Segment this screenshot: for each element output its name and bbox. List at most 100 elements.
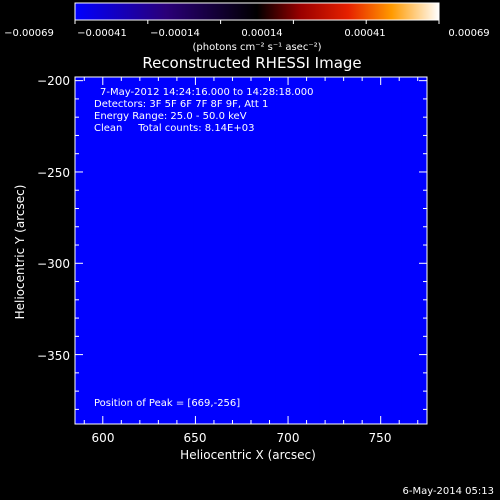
heatmap-cell bbox=[230, 139, 239, 147]
heatmap-cell bbox=[275, 219, 283, 228]
heatmap-cell bbox=[267, 285, 276, 293]
heatmap-cell bbox=[319, 307, 328, 315]
heatmap-cell bbox=[304, 80, 313, 89]
heatmap-cell bbox=[393, 234, 402, 242]
heatmap-cell bbox=[260, 102, 269, 111]
heatmap-cell bbox=[304, 358, 313, 366]
heatmap-cell bbox=[215, 219, 224, 228]
heatmap-cell bbox=[97, 372, 106, 381]
heatmap-cell bbox=[126, 117, 135, 125]
heatmap-cell bbox=[356, 175, 365, 184]
heatmap-cell bbox=[415, 343, 424, 352]
heatmap-cell bbox=[356, 190, 365, 198]
heatmap-cell bbox=[112, 109, 120, 118]
heatmap-cell bbox=[297, 409, 306, 418]
heatmap-cell bbox=[386, 380, 395, 388]
heatmap-cell bbox=[267, 365, 276, 374]
heatmap-cell bbox=[408, 87, 417, 96]
heatmap-cell bbox=[334, 248, 343, 257]
heatmap-cell bbox=[282, 212, 291, 220]
heatmap-cell bbox=[393, 263, 402, 271]
heatmap-cell bbox=[223, 270, 232, 279]
heatmap-cell bbox=[200, 212, 209, 220]
heatmap-cell bbox=[119, 175, 128, 184]
heatmap-cell bbox=[415, 263, 424, 271]
heatmap-cell bbox=[326, 146, 335, 155]
heatmap-cell bbox=[126, 219, 135, 228]
heatmap-cell bbox=[386, 402, 395, 410]
heatmap-cell bbox=[230, 204, 239, 213]
heatmap-cell bbox=[326, 299, 335, 308]
heatmap-cell bbox=[267, 131, 276, 140]
heatmap-cell bbox=[134, 204, 143, 213]
heatmap-cell bbox=[386, 409, 395, 418]
heatmap-cell bbox=[134, 234, 143, 242]
heatmap-cell bbox=[275, 117, 283, 125]
heatmap-cell bbox=[193, 277, 202, 286]
annotation-clean-counts: Clean Total counts: 8.14E+03 bbox=[94, 123, 254, 134]
heatmap-cell bbox=[326, 241, 335, 250]
heatmap-cell bbox=[356, 131, 365, 140]
heatmap-cell bbox=[393, 343, 402, 352]
heatmap-cell bbox=[75, 299, 83, 308]
heatmap-cell bbox=[267, 394, 276, 403]
heatmap-cell bbox=[423, 402, 427, 410]
heatmap-cell bbox=[415, 131, 424, 140]
heatmap-cell bbox=[356, 80, 365, 89]
heatmap-cell bbox=[289, 102, 298, 111]
heatmap-cell bbox=[349, 343, 357, 352]
heatmap-cell bbox=[126, 146, 135, 155]
heatmap-cell bbox=[215, 77, 224, 82]
x-tick-label: 700 bbox=[277, 431, 300, 445]
heatmap-cell bbox=[275, 168, 283, 177]
heatmap-cell bbox=[371, 109, 380, 118]
heatmap-cell bbox=[371, 285, 380, 293]
heatmap-cell bbox=[75, 197, 83, 206]
heatmap-cell bbox=[97, 277, 106, 286]
heatmap-cell bbox=[82, 87, 91, 96]
heatmap-cell bbox=[326, 182, 335, 191]
heatmap-cell bbox=[186, 124, 194, 133]
heatmap-cell bbox=[319, 109, 328, 118]
heatmap-cell bbox=[89, 343, 98, 352]
heatmap-cell bbox=[200, 131, 209, 140]
heatmap-cell bbox=[378, 263, 387, 271]
heatmap-cell bbox=[156, 387, 165, 396]
heatmap-cell bbox=[112, 95, 120, 103]
heatmap-cell bbox=[75, 336, 83, 345]
heatmap-cell bbox=[371, 124, 380, 133]
heatmap-cell bbox=[267, 87, 276, 96]
heatmap-cell bbox=[371, 204, 380, 213]
heatmap-cell bbox=[252, 409, 261, 418]
heatmap-cell bbox=[163, 321, 172, 330]
heatmap-cell bbox=[378, 219, 387, 228]
heatmap-cell bbox=[267, 190, 276, 198]
heatmap-cell bbox=[326, 307, 335, 315]
heatmap-cell bbox=[89, 255, 98, 264]
heatmap-cell bbox=[356, 336, 365, 345]
heatmap-cell bbox=[186, 241, 194, 250]
heatmap-cell bbox=[97, 146, 106, 155]
heatmap-cell bbox=[112, 117, 120, 125]
heatmap-cell bbox=[386, 292, 395, 301]
heatmap-cell bbox=[297, 161, 306, 169]
heatmap-cell bbox=[75, 263, 83, 271]
heatmap-cell bbox=[297, 292, 306, 301]
heatmap-cell bbox=[282, 95, 291, 103]
heatmap-cell bbox=[245, 182, 254, 191]
heatmap-cell bbox=[141, 387, 150, 396]
heatmap-cell bbox=[334, 117, 343, 125]
heatmap-cell bbox=[267, 204, 276, 213]
heatmap-cell bbox=[326, 219, 335, 228]
heatmap-cell bbox=[275, 204, 283, 213]
heatmap-cell bbox=[356, 219, 365, 228]
heatmap-cell bbox=[230, 168, 239, 177]
heatmap-cell bbox=[193, 365, 202, 374]
heatmap-cell bbox=[393, 248, 402, 257]
heatmap-cell bbox=[275, 387, 283, 396]
heatmap-cell bbox=[141, 263, 150, 271]
heatmap-cell bbox=[178, 307, 187, 315]
heatmap-cell bbox=[163, 255, 172, 264]
heatmap-cell bbox=[312, 146, 320, 155]
heatmap-cell bbox=[297, 307, 306, 315]
